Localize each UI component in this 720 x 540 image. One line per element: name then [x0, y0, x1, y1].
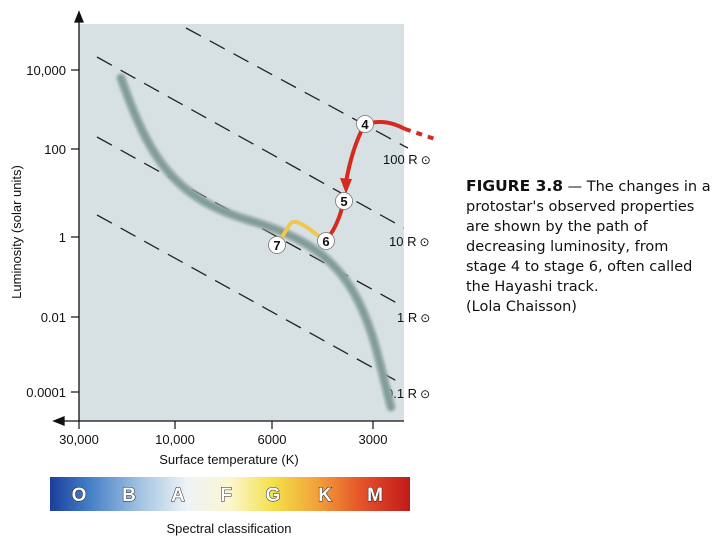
track-arrow-icon	[340, 178, 352, 194]
figure-caption: FIGURE 3.8 — The changes in a protostar'…	[466, 176, 712, 317]
radius-line-100-extension	[403, 145, 409, 149]
stage-marker-5: 5	[335, 192, 353, 210]
x-tick-labels: 30,000 10,000 6000 3000	[59, 432, 387, 447]
spectral-class-b: B	[122, 485, 136, 506]
spectral-class-f: F	[220, 485, 232, 506]
x-tick-label: 30,000	[59, 432, 99, 447]
stage-marker-7: 7	[268, 236, 286, 254]
track-dotted-segment	[404, 127, 439, 142]
sun-symbol-icon: ⊙	[420, 387, 430, 401]
x-axis-label: Surface temperature (K)	[159, 452, 298, 467]
stage-markers: 4 5 6 7	[268, 115, 374, 254]
spectral-class-a: A	[171, 485, 185, 506]
svg-text:4: 4	[361, 117, 369, 132]
spectral-gradient	[50, 477, 410, 511]
radius-line-0.1	[96, 214, 404, 386]
x-tick-label: 3000	[359, 432, 388, 447]
radius-label-100: 100 R ⊙	[383, 152, 431, 167]
svg-text:7: 7	[273, 238, 280, 253]
radius-line-100	[185, 27, 404, 147]
spectral-class-g: G	[266, 485, 281, 506]
x-ticks	[78, 421, 374, 429]
y-tick-label: 10,000	[26, 63, 66, 78]
x-tick-label: 6000	[258, 432, 287, 447]
radius-labels: 100 R ⊙ 10 R ⊙ 1 R ⊙ 0.1 R ⊙	[383, 152, 431, 401]
main-sequence	[116, 73, 396, 412]
sun-symbol-icon: ⊙	[420, 311, 430, 325]
y-tick-label: 0.0001	[26, 385, 66, 400]
svg-text:6: 6	[322, 234, 329, 249]
y-ticks	[71, 69, 79, 393]
radius-label-1: 1 R ⊙	[397, 310, 430, 325]
radius-label-0.1: 0.1 R ⊙	[386, 386, 430, 401]
spectral-bar-label: Spectral classification	[167, 521, 292, 536]
spectral-class-o: O	[72, 485, 87, 506]
x-tick-label: 10,000	[155, 432, 195, 447]
spectral-letters: O B A F G K M	[71, 485, 383, 507]
x-axis-arrow-icon	[52, 416, 65, 426]
figure-label: FIGURE 3.8	[466, 177, 564, 195]
y-tick-label: 1	[59, 230, 66, 245]
radius-line-10	[96, 56, 404, 229]
sun-symbol-icon: ⊙	[419, 235, 429, 249]
stage-marker-4: 4	[356, 115, 374, 133]
spectral-class-k: K	[318, 485, 332, 506]
spectral-class-m: M	[367, 485, 383, 506]
radius-line-extensions	[403, 145, 409, 149]
axes	[52, 10, 404, 426]
main-sequence-core	[119, 76, 393, 409]
sun-symbol-icon: ⊙	[421, 153, 431, 167]
radius-label-10: 10 R ⊙	[389, 234, 430, 249]
y-tick-label: 100	[44, 142, 66, 157]
stage-marker-6: 6	[317, 232, 335, 250]
y-axis-arrow-icon	[74, 10, 84, 23]
caption-credit: (Lola Chaisson)	[466, 299, 577, 315]
y-tick-label: 0.01	[41, 310, 66, 325]
caption-text: — The changes in a protostar's observed …	[466, 179, 711, 295]
y-axis-label: Luminosity (solar units)	[9, 165, 24, 299]
spectral-bar: O B A F G K M Spectral classification	[50, 477, 410, 536]
y-tick-labels: 10,000 100 1 0.01 0.0001	[26, 63, 66, 400]
svg-text:5: 5	[340, 194, 347, 209]
